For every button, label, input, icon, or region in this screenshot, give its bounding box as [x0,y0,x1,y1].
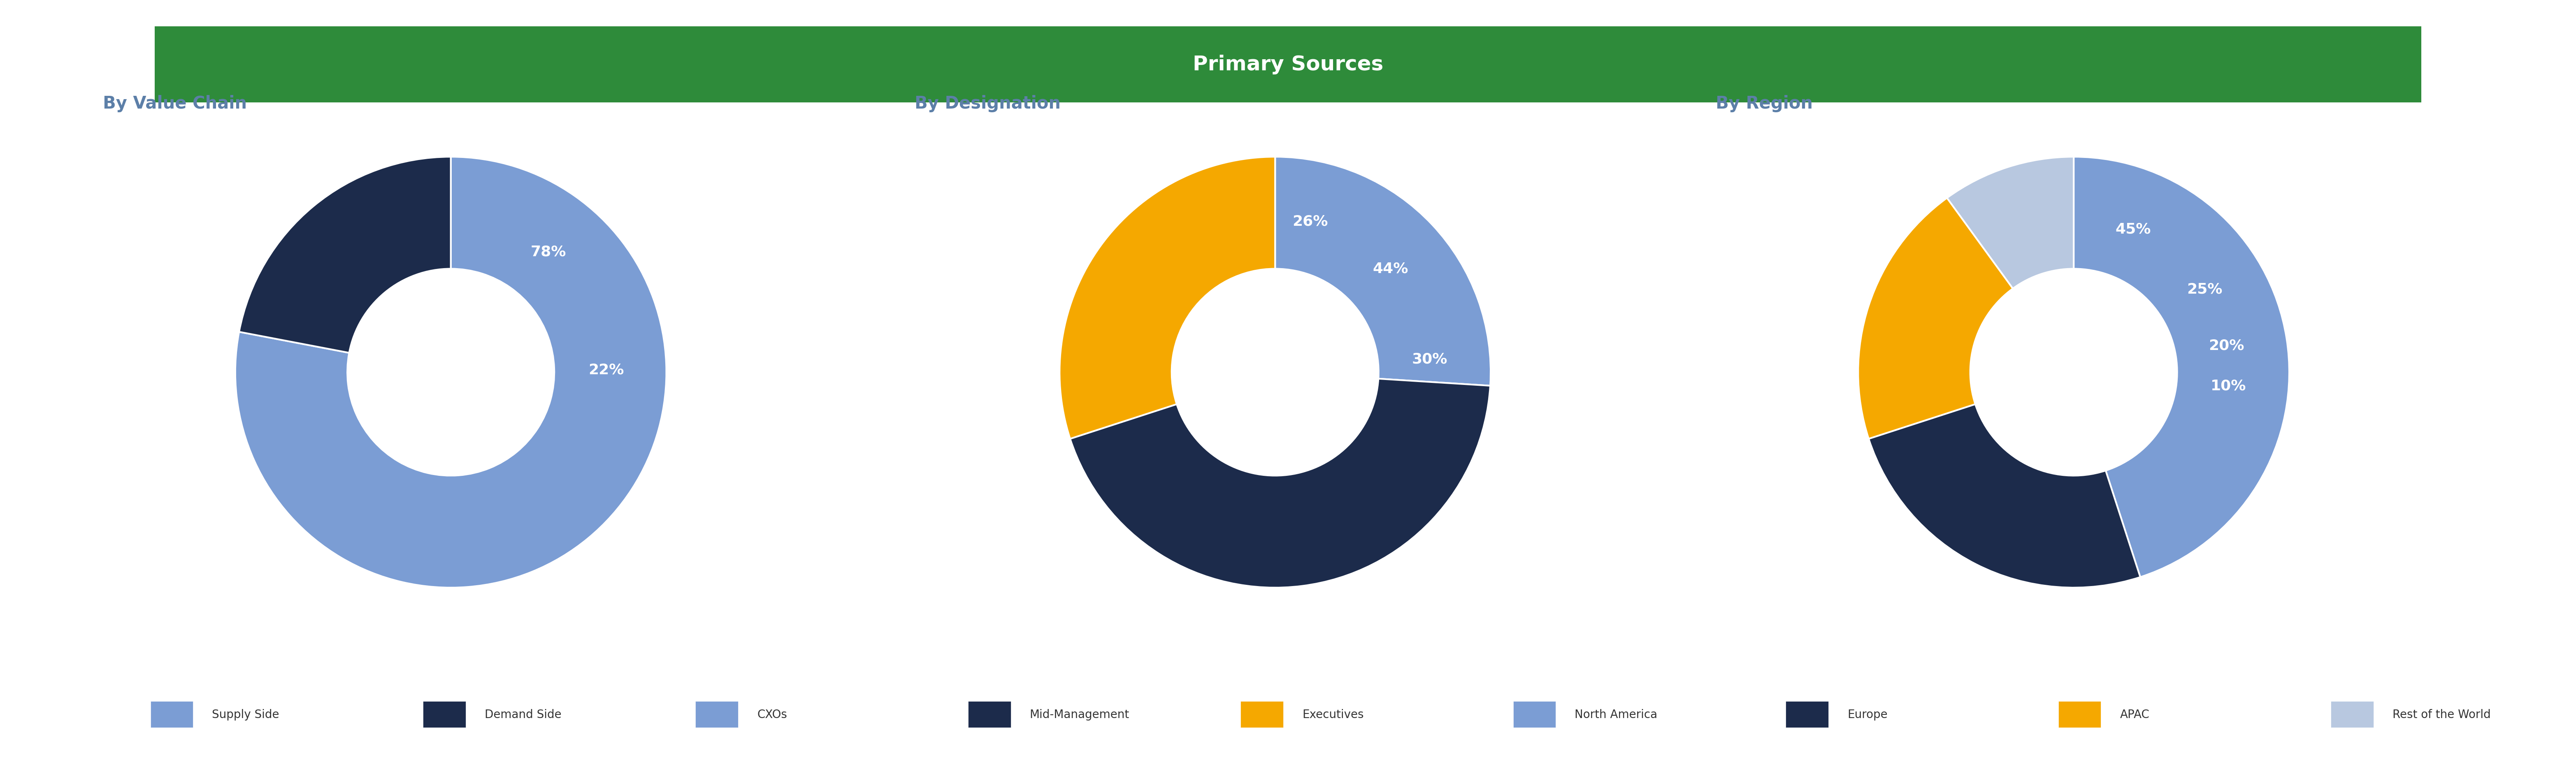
Wedge shape [1059,157,1275,439]
FancyBboxPatch shape [149,701,193,728]
Text: By Region: By Region [1716,95,1814,112]
FancyBboxPatch shape [696,701,739,728]
Wedge shape [1857,198,2012,439]
Wedge shape [2074,157,2290,577]
Text: Supply Side: Supply Side [211,708,278,720]
FancyBboxPatch shape [969,701,1010,728]
Text: By Designation: By Designation [914,95,1061,112]
FancyBboxPatch shape [1512,701,1556,728]
Wedge shape [1947,157,2074,289]
Text: 78%: 78% [531,245,567,259]
FancyBboxPatch shape [1785,701,1829,728]
FancyBboxPatch shape [422,701,466,728]
FancyBboxPatch shape [2331,701,2372,728]
Wedge shape [240,157,451,353]
Text: 10%: 10% [2210,379,2246,393]
Text: APAC: APAC [2120,708,2148,720]
Text: By Value Chain: By Value Chain [103,95,247,112]
Text: Primary Sources: Primary Sources [1193,55,1383,74]
Text: Rest of the World: Rest of the World [2393,708,2491,720]
Text: Executives: Executives [1303,708,1363,720]
Text: 22%: 22% [587,363,623,377]
Text: 45%: 45% [2115,222,2151,236]
Text: 44%: 44% [1373,261,1409,276]
Text: Demand Side: Demand Side [484,708,562,720]
Text: North America: North America [1574,708,1656,720]
Wedge shape [1868,404,2141,587]
Text: Europe: Europe [1847,708,1888,720]
Text: 25%: 25% [2187,282,2223,296]
Text: 30%: 30% [1412,352,1448,366]
Wedge shape [1275,157,1492,386]
Text: 26%: 26% [1293,214,1327,228]
Wedge shape [1069,379,1492,587]
Text: 20%: 20% [2208,338,2244,353]
Text: Mid-Management: Mid-Management [1030,708,1128,720]
FancyBboxPatch shape [2058,701,2102,728]
Wedge shape [234,157,667,587]
FancyBboxPatch shape [1242,701,1283,728]
Text: CXOs: CXOs [757,708,788,720]
